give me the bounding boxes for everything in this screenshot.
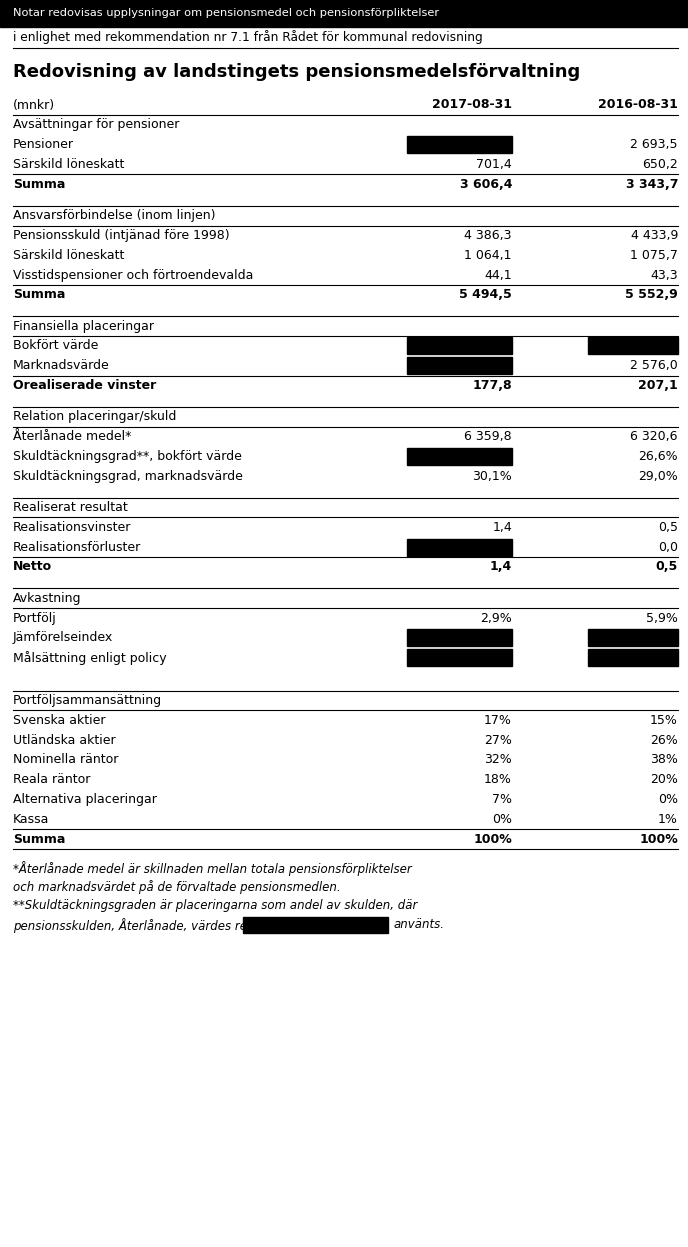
Text: 5 494,5: 5 494,5 (460, 288, 512, 302)
Text: 17%: 17% (484, 713, 512, 727)
Text: 4 433,9: 4 433,9 (631, 229, 678, 242)
Text: Svenska aktier: Svenska aktier (13, 713, 105, 727)
Text: 2016-08-31: 2016-08-31 (598, 99, 678, 111)
Text: 207,1: 207,1 (638, 379, 678, 392)
Text: 0,0: 0,0 (658, 541, 678, 554)
Text: Jämförelseindex: Jämförelseindex (13, 631, 114, 645)
Text: 3 606,4: 3 606,4 (460, 178, 512, 191)
Text: 26%: 26% (650, 733, 678, 747)
Bar (407, 448, 512, 465)
Text: Alternativa placeringar: Alternativa placeringar (13, 793, 157, 806)
Text: Realisationsvinster: Realisationsvinster (13, 521, 131, 534)
Text: 701,4: 701,4 (476, 158, 512, 171)
Text: 38%: 38% (650, 753, 678, 767)
Text: 1,4: 1,4 (492, 521, 512, 534)
Bar (407, 136, 512, 153)
Text: 100%: 100% (639, 833, 678, 845)
Text: Skuldtäckningsgrad, marknadsvärde: Skuldtäckningsgrad, marknadsvärde (13, 470, 243, 483)
Text: Nominella räntor: Nominella räntor (13, 753, 118, 767)
Bar (244, 917, 389, 933)
Text: 6 320,6: 6 320,6 (630, 430, 678, 443)
Text: Särskild löneskatt: Särskild löneskatt (13, 248, 125, 262)
Text: 2 576,0: 2 576,0 (630, 359, 678, 372)
Text: 15%: 15% (650, 713, 678, 727)
Text: 1 075,7: 1 075,7 (630, 248, 678, 262)
Text: Avsättningar för pensioner: Avsättningar för pensioner (13, 118, 180, 131)
Text: 1%: 1% (658, 813, 678, 826)
Text: Reala räntor: Reala räntor (13, 773, 90, 786)
Text: Kassa: Kassa (13, 813, 50, 826)
Text: 0%: 0% (658, 793, 678, 806)
Text: Notar redovisas upplysningar om pensionsmedel och pensionsförpliktelser: Notar redovisas upplysningar om pensions… (13, 9, 439, 19)
Text: Utländska aktier: Utländska aktier (13, 733, 116, 747)
Text: 27%: 27% (484, 733, 512, 747)
Text: 100%: 100% (473, 833, 512, 845)
Text: använts.: använts. (394, 918, 444, 932)
Text: 2 693,5: 2 693,5 (630, 138, 678, 151)
Text: Realiserat resultat: Realiserat resultat (13, 501, 128, 514)
Text: Skuldtäckningsgrad**, bokfört värde: Skuldtäckningsgrad**, bokfört värde (13, 450, 242, 463)
Text: Orealiserade vinster: Orealiserade vinster (13, 379, 156, 392)
Text: 26,6%: 26,6% (638, 450, 678, 463)
Bar (407, 338, 512, 354)
Text: **Skuldtäckningsgraden är placeringarna som andel av skulden, där: **Skuldtäckningsgraden är placeringarna … (13, 899, 418, 912)
Bar (407, 357, 512, 374)
Text: 650,2: 650,2 (643, 158, 678, 171)
Text: 43,3: 43,3 (650, 268, 678, 282)
Text: Visstidspensioner och förtroendevalda: Visstidspensioner och förtroendevalda (13, 268, 253, 282)
Text: 6 359,8: 6 359,8 (464, 430, 512, 443)
Text: 1,4: 1,4 (490, 560, 512, 574)
Text: Realisationsförluster: Realisationsförluster (13, 541, 141, 554)
Text: (mnkr): (mnkr) (13, 99, 55, 111)
Text: Marknadsvärde: Marknadsvärde (13, 359, 110, 372)
Text: Summa: Summa (13, 833, 65, 845)
Text: Relation placeringar/skuld: Relation placeringar/skuld (13, 410, 176, 423)
Text: 3 343,7: 3 343,7 (625, 178, 678, 191)
Text: 29,0%: 29,0% (638, 470, 678, 483)
Text: Särskild löneskatt: Särskild löneskatt (13, 158, 125, 171)
Text: 30,1%: 30,1% (472, 470, 512, 483)
Text: *Återlånade medel är skillnaden mellan totala pensionsförpliktelser: *Återlånade medel är skillnaden mellan t… (13, 860, 411, 875)
Text: Summa: Summa (13, 178, 65, 191)
Text: Målsättning enligt policy: Målsättning enligt policy (13, 651, 166, 665)
Text: 5 552,9: 5 552,9 (625, 288, 678, 302)
Text: och marknadsvärdet på de förvaltade pensionsmedlen.: och marknadsvärdet på de förvaltade pens… (13, 880, 341, 894)
Text: Ansvarsförbindelse (inom linjen): Ansvarsförbindelse (inom linjen) (13, 209, 215, 222)
Text: 44,1: 44,1 (484, 268, 512, 282)
Text: 0,5: 0,5 (658, 521, 678, 534)
Text: 5,9%: 5,9% (646, 611, 678, 625)
Bar (407, 650, 512, 666)
Text: Pensioner: Pensioner (13, 138, 74, 151)
Text: 177,8: 177,8 (473, 379, 512, 392)
Bar (0, 0, 688, 26)
Bar (407, 630, 512, 646)
Text: 4 386,3: 4 386,3 (464, 229, 512, 242)
Text: 0%: 0% (492, 813, 512, 826)
Bar (407, 539, 512, 556)
Text: Avkastning: Avkastning (13, 591, 81, 605)
Text: 2,9%: 2,9% (480, 611, 512, 625)
Text: Återlånade medel*: Återlånade medel* (13, 430, 131, 443)
Text: 7%: 7% (492, 793, 512, 806)
Text: Finansiella placeringar: Finansiella placeringar (13, 319, 154, 333)
Bar (588, 338, 678, 354)
Text: 20%: 20% (650, 773, 678, 786)
Text: 32%: 32% (484, 753, 512, 767)
Text: 1 064,1: 1 064,1 (464, 248, 512, 262)
Text: Redovisning av landstingets pensionsmedelsförvaltning: Redovisning av landstingets pensionsmede… (13, 64, 580, 81)
Text: Portfölj: Portfölj (13, 611, 56, 625)
Bar (588, 630, 678, 646)
Text: 0,5: 0,5 (656, 560, 678, 574)
Text: Netto: Netto (13, 560, 52, 574)
Bar (588, 650, 678, 666)
Text: 2017-08-31: 2017-08-31 (432, 99, 512, 111)
Text: Summa: Summa (13, 288, 65, 302)
Text: Portföljsammansättning: Portföljsammansättning (13, 693, 162, 707)
Text: i enlighet med rekommendation nr 7.1 från Rådet för kommunal redovisning: i enlighet med rekommendation nr 7.1 frå… (13, 30, 483, 44)
Text: pensionsskulden, Återlånade, värdes red för mark: pensionsskulden, Återlånade, värdes red … (13, 918, 309, 933)
Text: Pensionsskuld (intjänad före 1998): Pensionsskuld (intjänad före 1998) (13, 229, 230, 242)
Text: Bokfört värde: Bokfört värde (13, 339, 98, 353)
Text: 18%: 18% (484, 773, 512, 786)
